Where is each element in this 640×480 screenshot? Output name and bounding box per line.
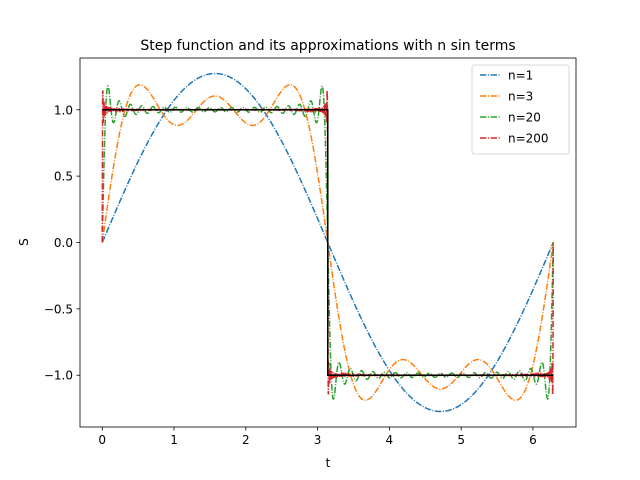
legend-label: n=3 (508, 90, 533, 104)
x-tick-label: 2 (242, 433, 250, 447)
x-tick-label: 0 (98, 433, 106, 447)
x-tick-label: 1 (170, 433, 178, 447)
legend-label: n=200 (508, 132, 549, 146)
plot-area (101, 72, 555, 413)
x-axis-label: t (326, 456, 331, 470)
legend: n=1 n=3 n=20 n=200 (471, 64, 570, 155)
x-tick-label: 6 (529, 433, 537, 447)
y-tick-label: 0.5 (54, 170, 73, 184)
legend-box (471, 64, 570, 155)
legend-label: n=20 (508, 111, 541, 125)
y-tick-label: 0.0 (54, 236, 73, 250)
y-tick-label: −0.5 (44, 302, 73, 316)
x-tick-label: 5 (457, 433, 465, 447)
axes: 0 1 2 3 4 5 6 −1.0 −0.5 0.0 0.5 1.0 (44, 57, 577, 447)
legend-label: n=1 (508, 69, 533, 83)
y-axis-label: S (17, 238, 31, 246)
step-function-line (102, 109, 554, 376)
x-tick-label: 3 (314, 433, 322, 447)
x-tick-label: 4 (386, 433, 394, 447)
y-tick-label: 1.0 (54, 103, 73, 117)
y-tick-label: −1.0 (44, 369, 73, 383)
chart-title: Step function and its approximations wit… (140, 38, 515, 54)
series-line-n-1 (101, 72, 554, 413)
